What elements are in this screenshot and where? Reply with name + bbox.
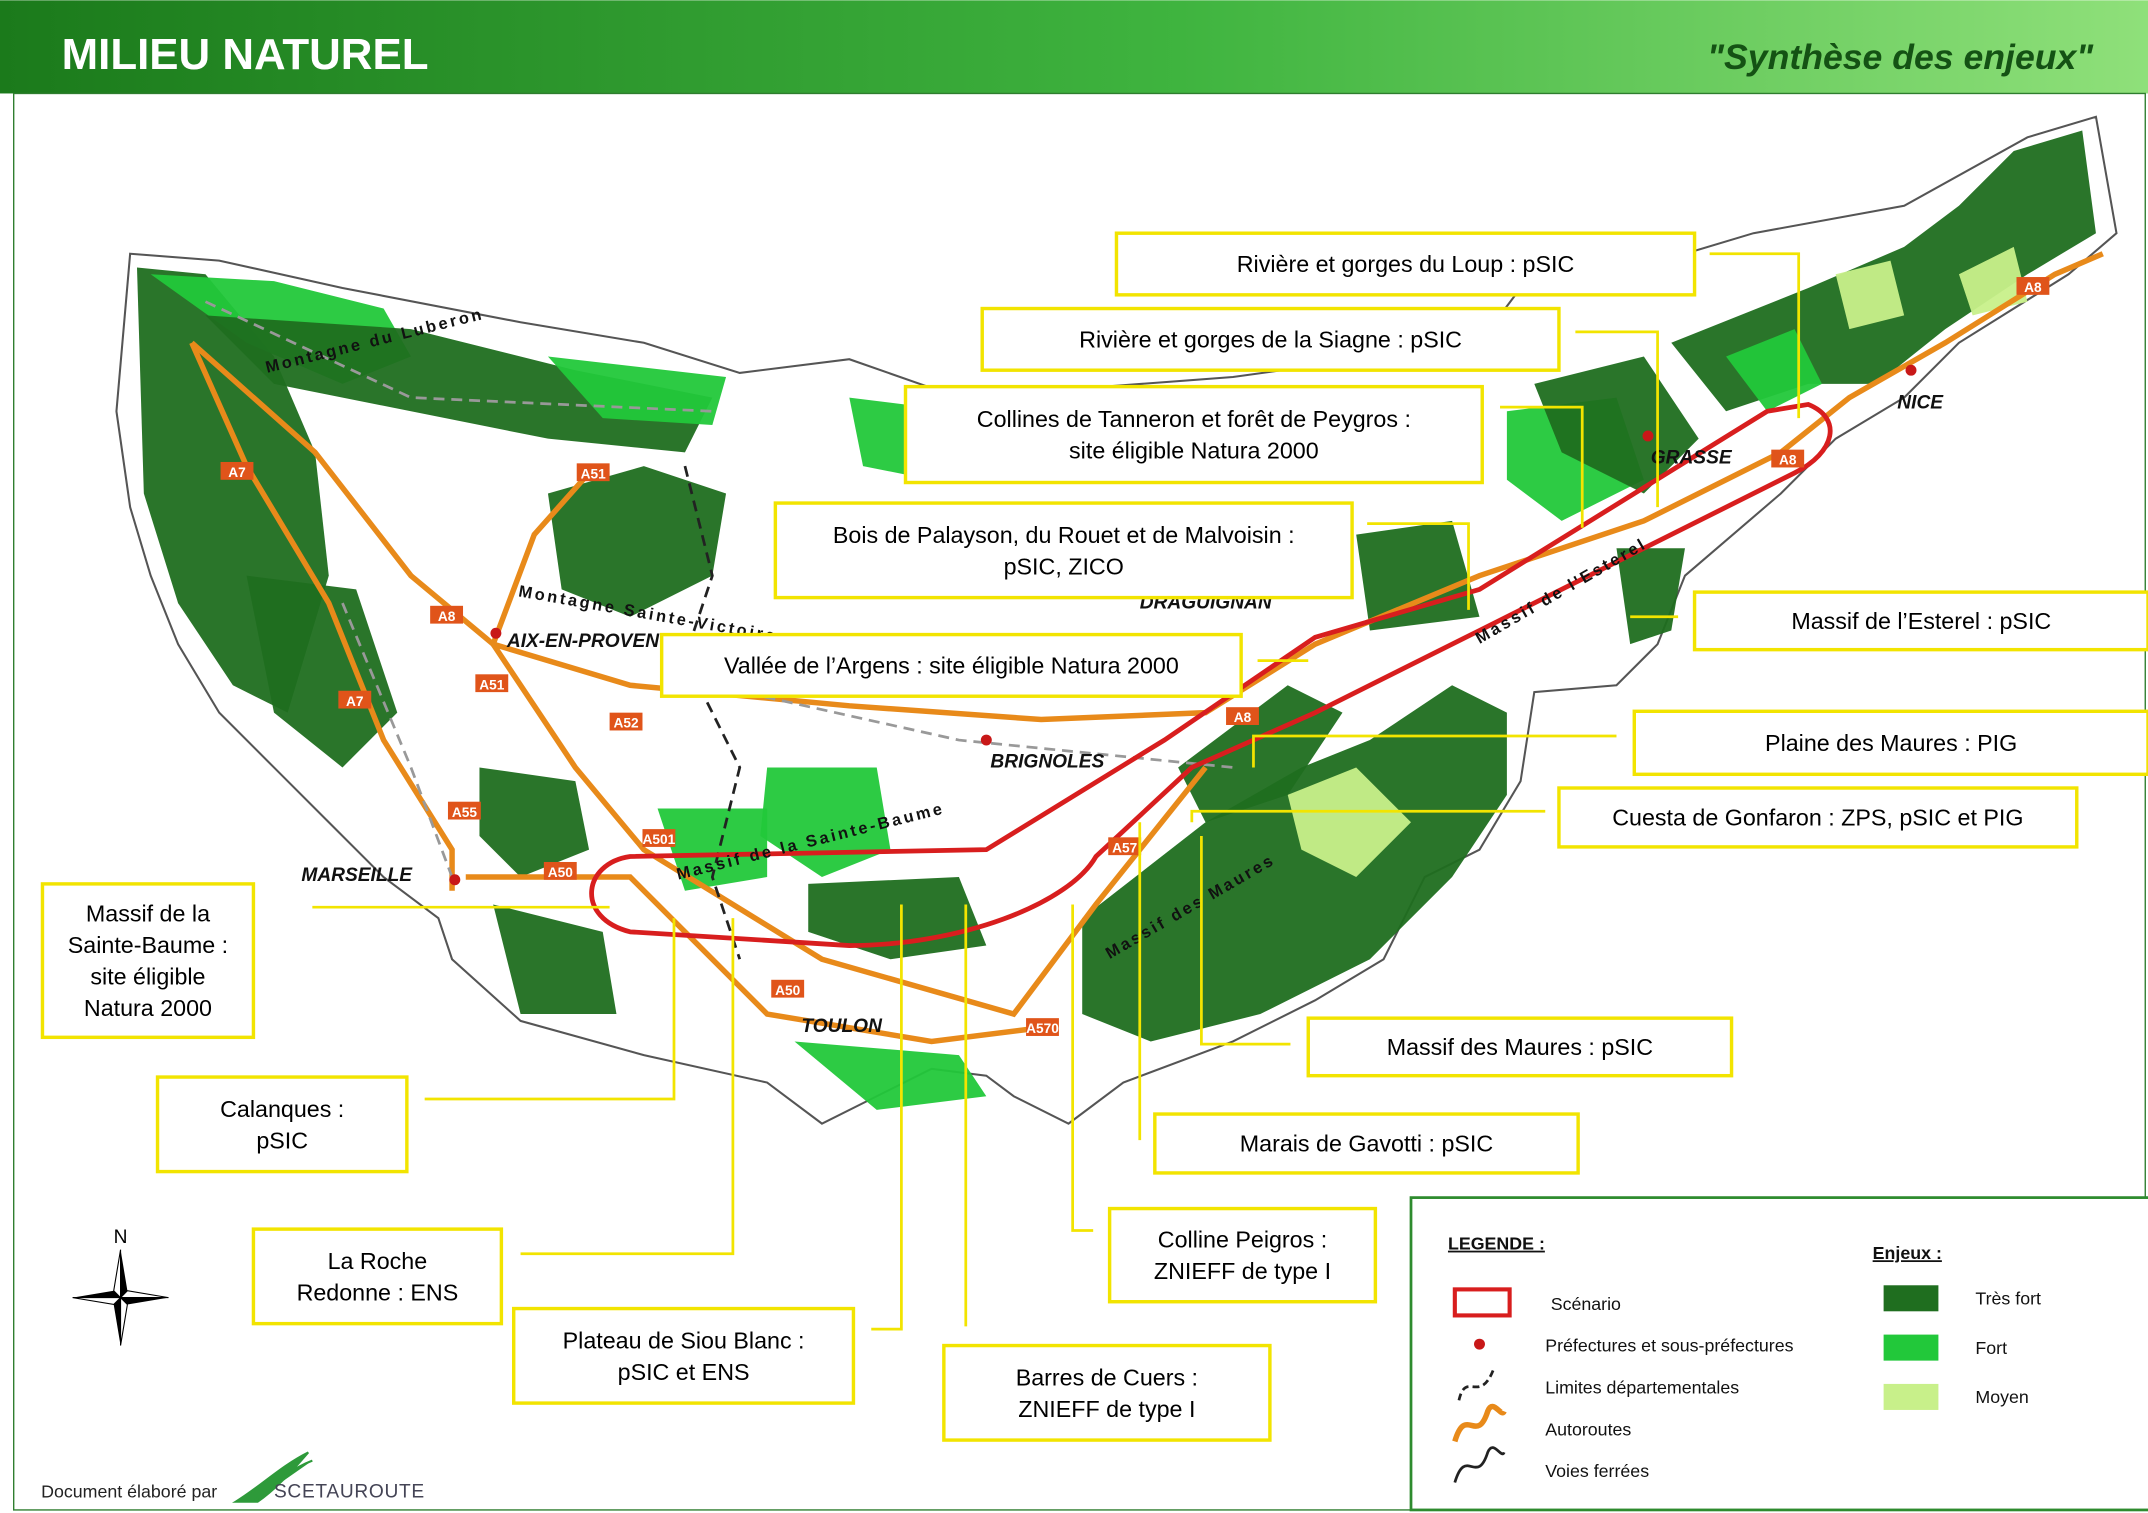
callout-text: Colline Peigros : bbox=[1158, 1227, 1327, 1253]
legend-label: Préfectures et sous-préfectures bbox=[1545, 1336, 1793, 1356]
callout-text: La Roche bbox=[328, 1248, 428, 1274]
city-label: MARSEILLE bbox=[301, 865, 413, 886]
city-dot bbox=[1643, 430, 1654, 441]
legend-swatch bbox=[1884, 1384, 1939, 1410]
motorway-label: A501 bbox=[643, 832, 676, 847]
city-label: NICE bbox=[1897, 393, 1944, 414]
motorway-label: A7 bbox=[228, 465, 246, 480]
subtitle: "Synthèse des enjeux" bbox=[1707, 37, 2094, 77]
city-label: GRASSE bbox=[1651, 447, 1733, 468]
north-label: N bbox=[114, 1227, 128, 1248]
callout-text: Rivière et gorges du Loup : pSIC bbox=[1237, 251, 1575, 277]
city-dot bbox=[490, 628, 501, 639]
callout-box bbox=[944, 1346, 1270, 1441]
callout-text: pSIC, ZICO bbox=[1004, 553, 1124, 579]
city-dot bbox=[981, 735, 992, 746]
motorway-label: A55 bbox=[452, 805, 477, 820]
city-label: AIX-EN-PROVENCE bbox=[506, 631, 687, 652]
callout-text: site éligible bbox=[90, 964, 205, 990]
callout-text: Massif de la bbox=[86, 901, 210, 927]
legend-symbol bbox=[1474, 1339, 1485, 1350]
callout-text: Marais de Gavotti : pSIC bbox=[1240, 1131, 1493, 1157]
callout-text: ZNIEFF de type I bbox=[1018, 1396, 1195, 1422]
callout-text: Massif des Maures : pSIC bbox=[1387, 1034, 1653, 1060]
motorway-label: A57 bbox=[1112, 840, 1137, 855]
callout-box bbox=[514, 1309, 854, 1404]
callout-text: pSIC et ENS bbox=[618, 1359, 750, 1385]
city-dot bbox=[1906, 365, 1917, 376]
legend-label: Scénario bbox=[1551, 1294, 1621, 1314]
motorway-label: A51 bbox=[581, 466, 606, 481]
legend-label: Autoroutes bbox=[1545, 1419, 1631, 1439]
legend-label: Voies ferrées bbox=[1545, 1461, 1649, 1481]
city-label: TOULON bbox=[801, 1016, 883, 1037]
motorway-label: A8 bbox=[1234, 710, 1252, 725]
legend-swatch bbox=[1884, 1335, 1939, 1361]
footer-text: Document élaboré par bbox=[41, 1482, 217, 1502]
callout-text: Bois de Palayson, du Rouet et de Malvois… bbox=[833, 522, 1295, 548]
motorway-label: A8 bbox=[438, 609, 456, 624]
legend: LEGENDE : Enjeux : Scénario Préfectures et … bbox=[1411, 1198, 2148, 1510]
footer-logo: SCETAUROUTE bbox=[274, 1482, 425, 1503]
callout-text: site éligible Natura 2000 bbox=[1069, 438, 1319, 464]
city-label: BRIGNOLES bbox=[990, 751, 1104, 772]
motorway-label: A52 bbox=[613, 716, 638, 731]
callout-text: ZNIEFF de type I bbox=[1154, 1258, 1331, 1284]
callout-text: Calanques : bbox=[220, 1096, 344, 1122]
callout-box bbox=[1110, 1209, 1376, 1302]
callout-text: pSIC bbox=[256, 1127, 308, 1153]
legend-enjeux-title: Enjeux : bbox=[1873, 1243, 1942, 1263]
callout-text: Plaine des Maures : PIG bbox=[1765, 730, 2017, 756]
callout-text: Redonne : ENS bbox=[297, 1279, 459, 1305]
motorway-label: A7 bbox=[346, 694, 364, 709]
callout-text: Collines de Tanneron et forêt de Peygros… bbox=[977, 406, 1411, 432]
callout-box bbox=[158, 1077, 407, 1172]
motorway-label: A50 bbox=[775, 983, 800, 998]
callout-box bbox=[775, 503, 1352, 598]
callout-text: Rivière et gorges de la Siagne : pSIC bbox=[1079, 327, 1462, 353]
callout-text: Vallée de l’Argens : site éligible Natur… bbox=[724, 653, 1179, 679]
legend-label: Très fort bbox=[1975, 1288, 2041, 1308]
callout-box bbox=[906, 387, 1483, 483]
motorway-label: A8 bbox=[1779, 453, 1797, 468]
motorway-label: A8 bbox=[2024, 280, 2042, 295]
callout-text: Sainte-Baume : bbox=[68, 932, 228, 958]
callout-box bbox=[253, 1229, 501, 1324]
callout-text: Natura 2000 bbox=[84, 995, 212, 1021]
title: MILIEU NATUREL bbox=[62, 30, 429, 79]
legend-label: Moyen bbox=[1975, 1387, 2028, 1407]
legend-label: Fort bbox=[1975, 1338, 2007, 1358]
compass: N bbox=[73, 1227, 169, 1346]
motorway-label: A570 bbox=[1026, 1021, 1059, 1036]
legend-label: Limites départementales bbox=[1545, 1378, 1739, 1398]
legend-title: LEGENDE : bbox=[1448, 1234, 1545, 1254]
map-sheet: MILIEU NATUREL "Synthèse des enjeux" MAR… bbox=[0, 0, 2148, 1513]
legend-swatch bbox=[1884, 1285, 1939, 1311]
callout-text: Plateau de Siou Blanc : bbox=[563, 1327, 805, 1353]
callout-text: Cuesta de Gonfaron : ZPS, pSIC et PIG bbox=[1612, 805, 2023, 831]
callout-text: Massif de l’Esterel : pSIC bbox=[1791, 608, 2051, 634]
motorway-label: A51 bbox=[479, 677, 504, 692]
page: {"header":{"title":"MILIEU NATUREL","sub… bbox=[0, 0, 2148, 1513]
callout-text: Barres de Cuers : bbox=[1016, 1364, 1198, 1390]
motorway-label: A50 bbox=[548, 865, 573, 880]
city-dot bbox=[449, 874, 460, 885]
